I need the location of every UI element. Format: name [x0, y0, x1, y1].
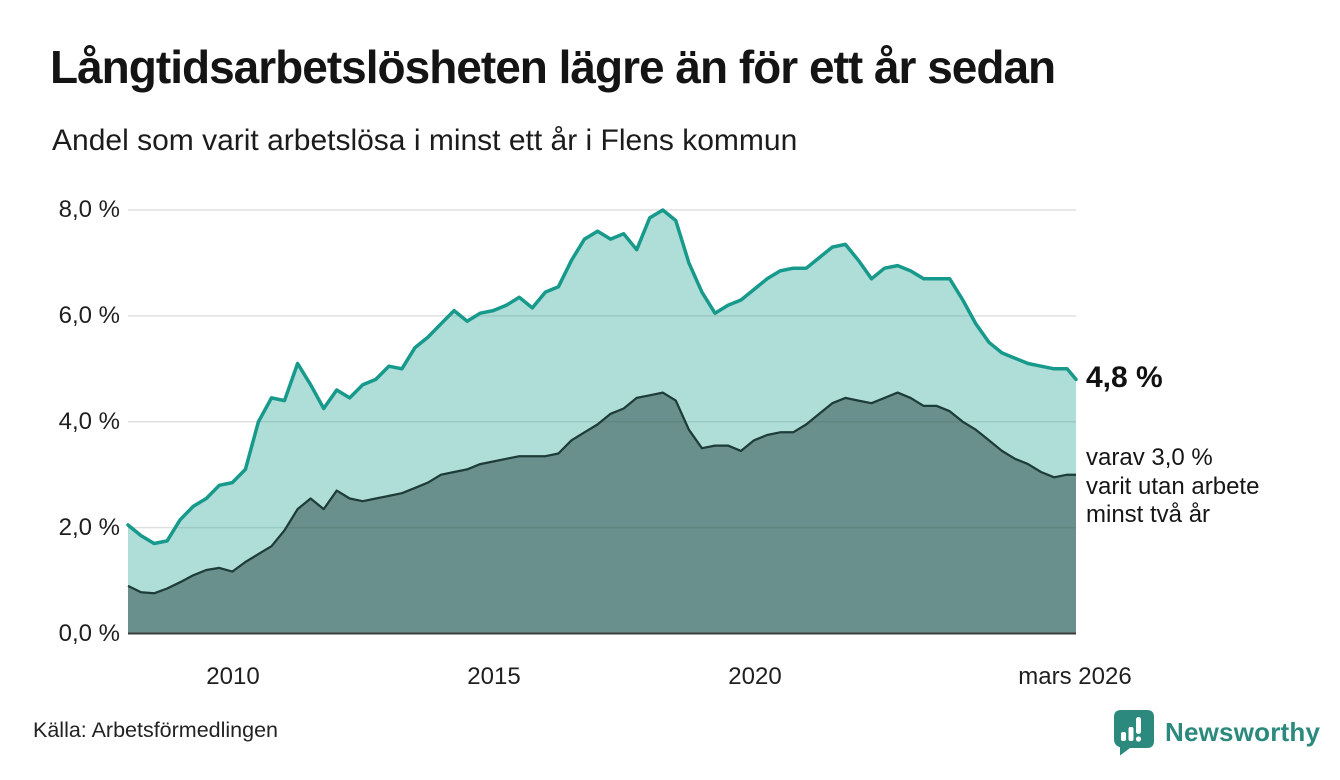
y-tick-label-2: 2,0 % — [58, 514, 120, 541]
value-label-latest: 4,8 % — [1086, 361, 1163, 394]
page-title: Långtidsarbetslösheten lägre än för ett … — [50, 41, 1056, 93]
y-tick-label-0: 0,0 % — [58, 620, 120, 647]
x-tick-label-mars-2026: mars 2026 — [1018, 663, 1132, 690]
line-min-one-year — [126, 208, 1078, 546]
area-min-two-years — [128, 392, 1076, 634]
x-tick-label-2015: 2015 — [467, 663, 521, 690]
y-tick-label-6: 6,0 % — [58, 302, 120, 329]
newsworthy-logo-icon — [1114, 710, 1154, 756]
annotation-line-1: varav 3,0 % — [1086, 444, 1213, 471]
y-tick-label-8: 8,0 % — [58, 196, 120, 223]
annotation-line-3: minst två år — [1086, 501, 1211, 528]
x-tick-label-2010: 2010 — [206, 663, 260, 690]
annotation-line-2: varit utan arbete — [1086, 472, 1260, 500]
annotation-two-years: varav 3,0 % varit utan arbete minst två … — [1086, 444, 1259, 530]
brand-logo: Newsworthy — [1112, 708, 1320, 756]
line-min-two-years — [127, 391, 1076, 595]
source-note: Källa: Arbetsförmedlingen — [33, 718, 279, 742]
brand-name: Newsworthy — [1165, 716, 1321, 747]
x-tick-label-2020: 2020 — [728, 663, 782, 690]
y-tick-label-4: 4,0 % — [58, 408, 120, 435]
page-subtitle: Andel som varit arbetslösa i minst ett å… — [52, 124, 798, 157]
